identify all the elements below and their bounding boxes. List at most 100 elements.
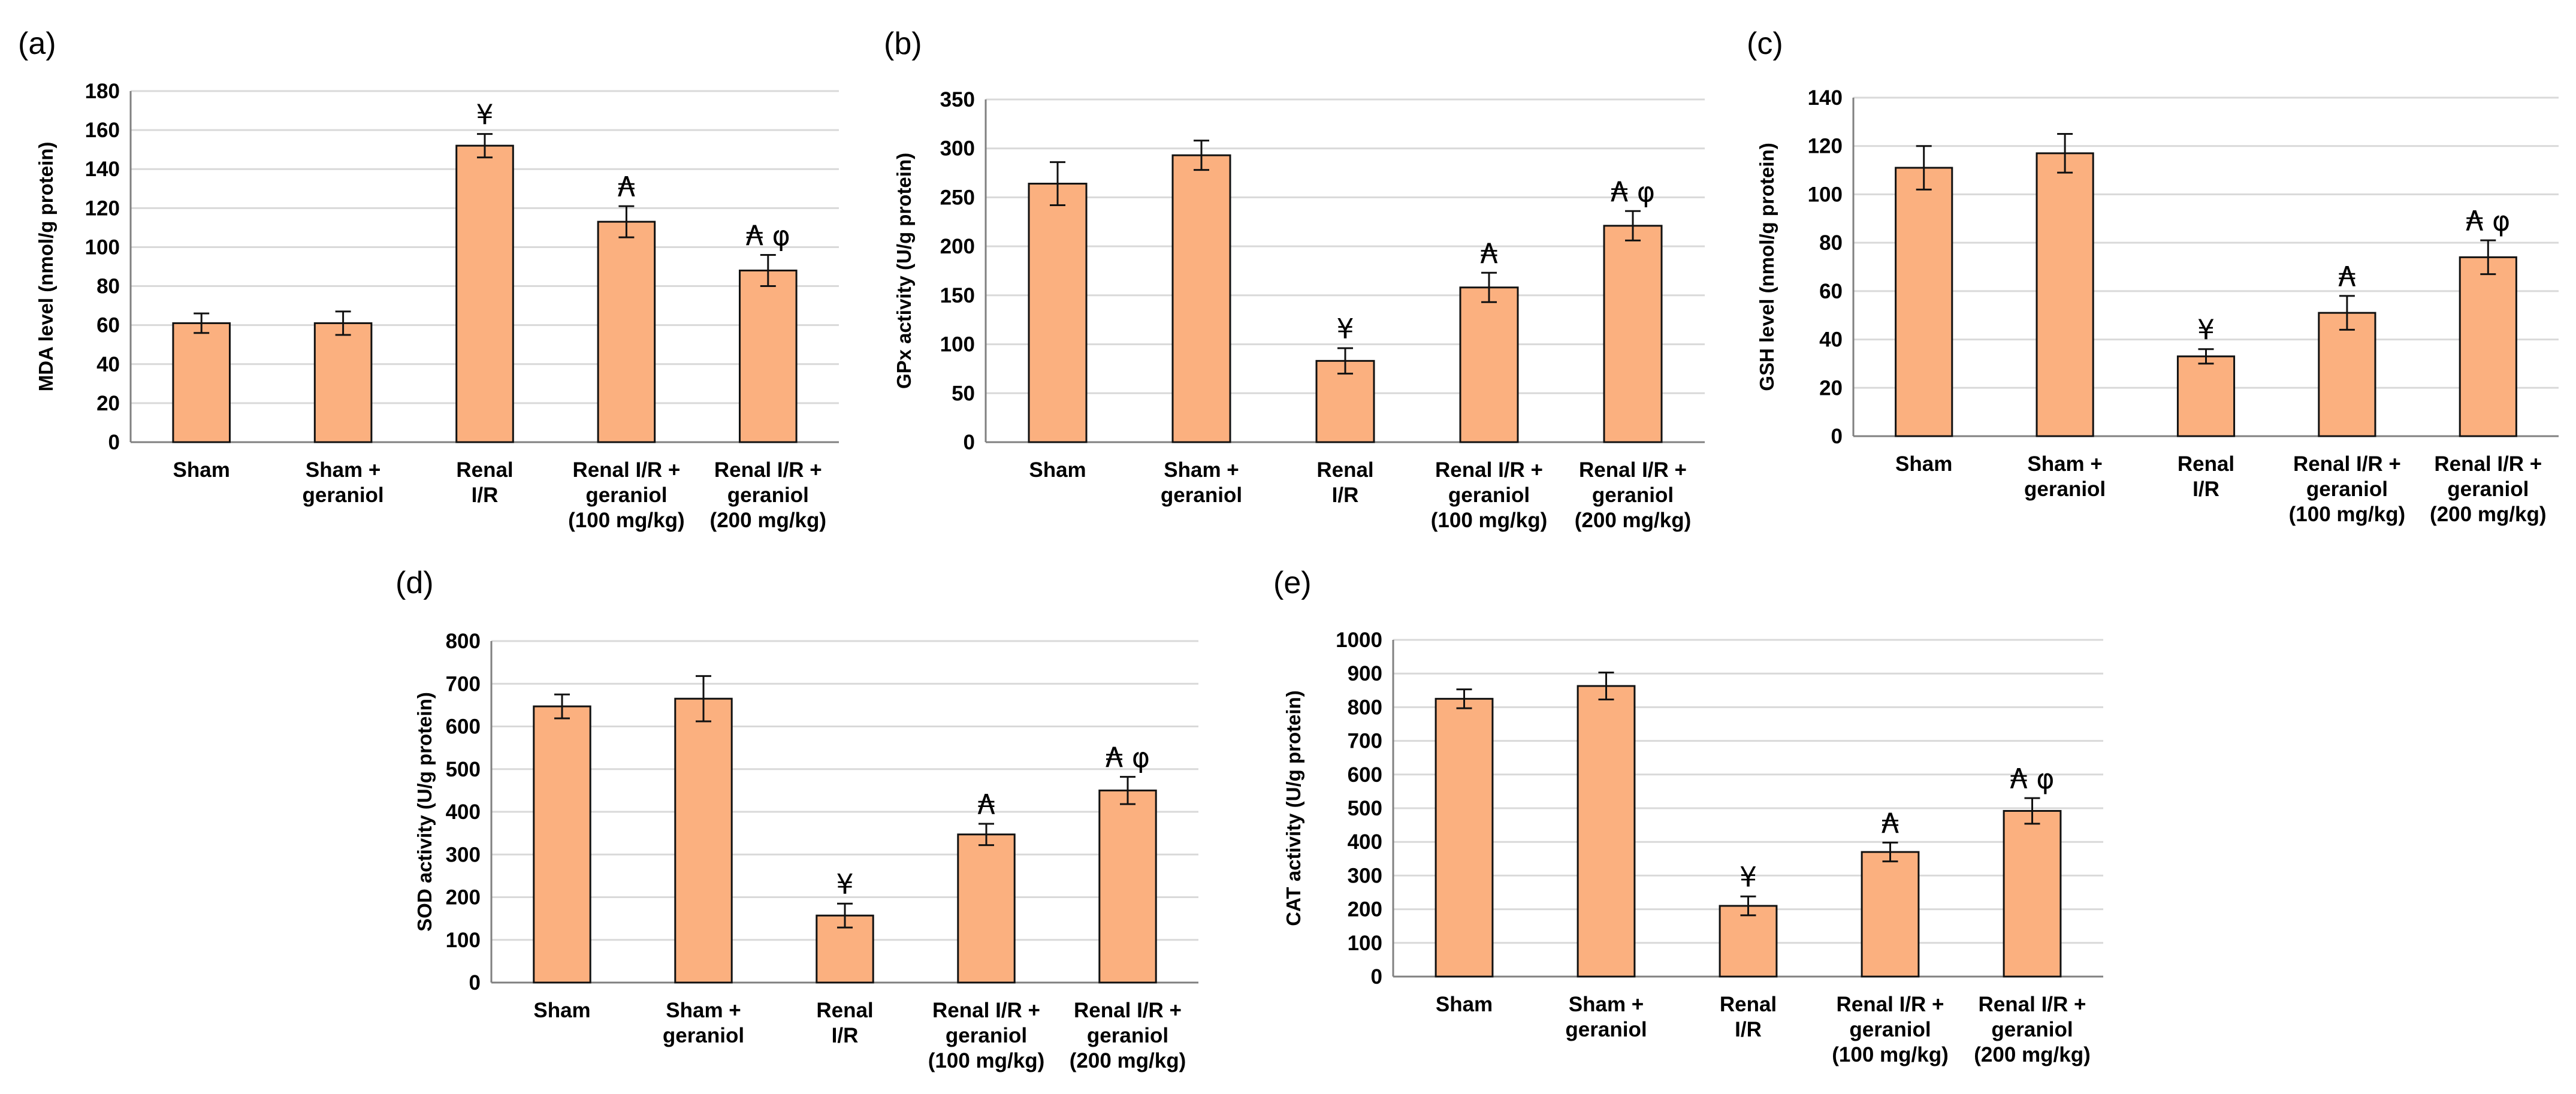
x-category-label: geraniol [727,483,809,507]
significance-marker: ₳ φ [1611,176,1655,208]
x-category-label: Renal I/R + [1074,999,1182,1022]
x-category-label: Renal I/R + [932,999,1040,1022]
panel-label: (a) [18,26,56,61]
x-category-label: Renal I/R + [1435,458,1543,482]
y-tick-label: 250 [940,186,975,209]
x-category-label: (200 mg/kg) [1070,1049,1186,1072]
bar [172,322,231,443]
y-tick-label: 500 [446,758,481,781]
y-tick-label: 100 [446,929,481,952]
bar [313,322,373,443]
chart-panel-b: (b) 0 50 100 150 200 250 300 350 GPx activity (U/… [884,26,1705,532]
x-category-label: (100 mg/kg) [1832,1043,1949,1066]
panel-label: (d) [395,566,434,600]
significance-marker: ₳ [1882,807,1899,839]
significance-marker: ₳ φ [2010,763,2054,795]
x-category-label: geraniol [1592,483,1674,507]
y-tick-label: 40 [1819,328,1843,352]
x-category-label: (100 mg/kg) [1431,509,1548,532]
x-category-label: geraniol [1448,483,1530,507]
x-category-label: geraniol [2306,478,2388,501]
y-tick-label: 1000 [1336,628,1382,652]
bar [2459,256,2517,437]
chart-panel-e: (e) 0 100 200 300 400 500 600 700 800 900 1000 CAT a… [1273,566,2103,1066]
bar [957,833,1016,984]
bar [1895,167,1953,437]
x-category-label: Sham + [2027,452,2102,476]
y-tick-label: 120 [1808,135,1843,158]
y-tick-label: 800 [1348,696,1382,719]
y-tick-label: 300 [446,843,481,866]
y-tick-label: 200 [1348,898,1382,921]
y-tick-label: 0 [108,431,120,454]
significance-marker: ¥ [1336,313,1354,345]
x-category-label: I/R [472,483,499,507]
y-axis-label: SOD activity (U/g protein) [413,692,436,932]
x-category-label: Renal I/R + [1579,458,1687,482]
y-tick-label: 60 [96,314,120,337]
x-category-label: Renal [816,999,873,1022]
significance-marker: ₳ φ [2466,205,2510,237]
significance-marker: ₳ φ [1106,742,1150,774]
x-category-label: Renal I/R + [572,458,680,482]
x-category-label: Sham [533,999,590,1022]
x-category-label: geraniol [303,483,384,507]
chart-panel-d: (d) 0 100 200 300 400 500 600 700 800 SOD activity… [395,566,1198,1072]
y-tick-label: 0 [964,431,975,454]
y-tick-label: 350 [940,88,975,111]
bar [1171,154,1231,443]
bar [1459,286,1519,443]
x-category-label: Sham + [306,458,380,482]
significance-marker: ₳ [977,788,995,821]
y-tick-label: 100 [85,235,120,259]
x-category-label: Renal [1720,993,1777,1016]
x-category-label: Renal [1316,458,1373,482]
significance-marker: ₳ φ [746,219,790,252]
bar [2003,809,2062,978]
x-category-label: Renal I/R + [714,458,822,482]
y-tick-label: 100 [1348,932,1382,955]
y-tick-label: 300 [1348,864,1382,887]
x-category-label: geraniol [1991,1018,2073,1041]
y-tick-label: 140 [85,158,120,181]
y-tick-label: 180 [85,80,120,103]
x-category-label: Sham + [666,999,741,1022]
x-category-label: Sham [1895,452,1952,476]
y-tick-label: 0 [1371,965,1382,989]
significance-marker: ₳ [618,171,635,203]
bar [1028,183,1088,443]
y-tick-label: 200 [446,886,481,909]
y-tick-label: 120 [85,197,120,220]
y-tick-label: 50 [952,382,975,405]
x-category-label: geraniol [946,1024,1027,1047]
x-category-label: geraniol [1565,1018,1647,1041]
significance-marker: ¥ [1740,861,1757,893]
y-axis-label: MDA level (nmol/g protein) [35,142,57,392]
x-category-label: (100 mg/kg) [2289,503,2406,526]
bar [739,270,798,443]
x-category-label: Sham + [1164,458,1239,482]
x-category-label: (200 mg/kg) [2430,503,2547,526]
bar [2176,355,2236,437]
panel-label: (c) [1747,26,1783,61]
bar [1719,905,1778,978]
significance-marker: ¥ [2197,314,2215,346]
bar [1098,789,1157,984]
x-category-label: (200 mg/kg) [1974,1043,2091,1066]
y-tick-label: 700 [446,672,481,696]
y-tick-label: 20 [96,392,120,415]
y-tick-label: 800 [446,630,481,653]
y-tick-label: 80 [96,275,120,298]
x-category-label: I/R [1735,1018,1762,1041]
y-tick-label: 400 [446,800,481,824]
y-tick-label: 20 [1819,376,1843,400]
bar [2036,152,2094,437]
y-tick-label: 80 [1819,231,1843,255]
x-category-label: geraniol [2447,478,2529,501]
x-category-label: geraniol [1849,1018,1931,1041]
panel-label: (e) [1273,566,1312,600]
x-category-label: I/R [1332,483,1359,507]
y-tick-label: 140 [1808,86,1843,110]
x-category-label: geraniol [585,483,667,507]
